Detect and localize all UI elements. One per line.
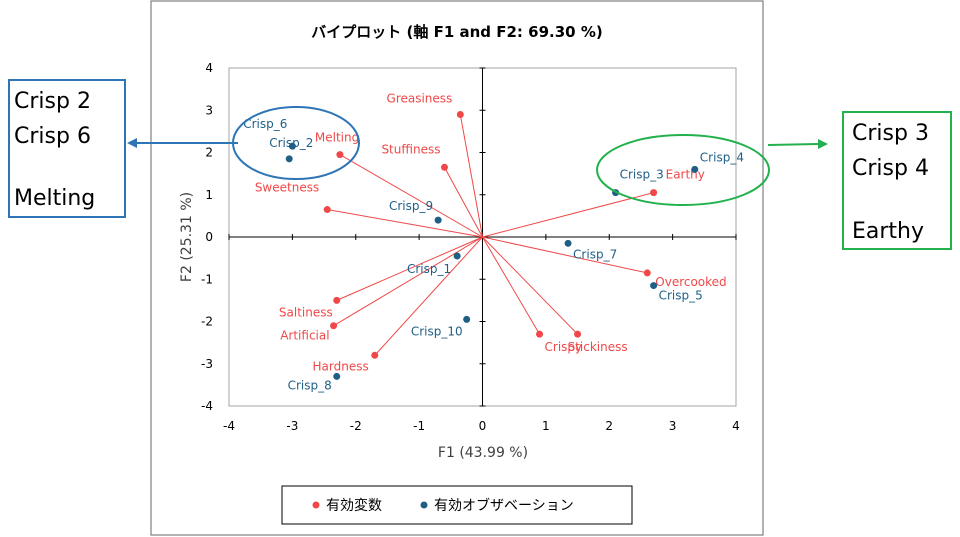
variable-label-stuffiness: Stuffiness xyxy=(381,142,440,156)
observation-label-crisp-1: Crisp_1 xyxy=(407,262,451,276)
variable-label-saltiness: Saltiness xyxy=(279,305,333,319)
variable-label-overcooked: Overcooked xyxy=(655,275,726,289)
observation-label-crisp-7: Crisp_7 xyxy=(573,247,617,261)
vector-stuffiness xyxy=(444,167,483,238)
observation-point-crisp-6 xyxy=(288,142,296,150)
variable-point-artificial xyxy=(330,322,338,330)
variable-point-hardness xyxy=(371,351,379,359)
variable-label-greasiness: Greasiness xyxy=(387,91,453,105)
right-callout-box xyxy=(842,111,952,250)
variable-label-stickiness: Stickiness xyxy=(568,340,628,354)
x-axis-title: F1 (43.99 %) xyxy=(438,445,528,461)
variable-label-earthy: Earthy xyxy=(666,168,705,182)
observation-label-crisp-2: Crisp_2 xyxy=(269,136,313,150)
plot-area: -4 -3 -2 -1 0 1 2 3 4 -4 -3 -2 -1 0 1 2 3 4 Greasiness Stuf… xyxy=(201,61,744,433)
variable-label-hardness: Hardness xyxy=(313,359,369,373)
observation-point-crisp-1 xyxy=(453,252,461,260)
variable-point-saltiness xyxy=(333,296,341,304)
variable-point-overcooked xyxy=(643,269,651,277)
y-tick-label: -1 xyxy=(201,272,213,286)
observation-label-crisp-9: Crisp_9 xyxy=(389,199,433,213)
variable-label-crispy: Crispy xyxy=(545,340,583,354)
vector-overcooked xyxy=(482,236,648,274)
right-callout-line-2: Crisp 4 xyxy=(852,156,929,181)
observation-point-crisp-7 xyxy=(564,239,572,247)
variable-point-crispy xyxy=(536,330,544,338)
variable-point-stickiness xyxy=(574,330,582,338)
observation-label-crisp-5: Crisp_5 xyxy=(659,289,703,303)
y-tick-label: 3 xyxy=(205,103,213,117)
observation-label-crisp-3: Crisp_3 xyxy=(620,168,664,182)
left-callout-line-4: Melting xyxy=(14,186,95,211)
variable-point-stuffiness xyxy=(440,163,448,171)
variable-label-sweetness: Sweetness xyxy=(255,181,319,195)
vector-greasiness xyxy=(459,114,483,238)
y-tick-label: 2 xyxy=(205,146,213,160)
vector-sweetness xyxy=(327,209,483,238)
variable-label-artificial: Artificial xyxy=(280,329,329,343)
x-tick-label: 4 xyxy=(732,419,740,433)
observation-label-crisp-8: Crisp_8 xyxy=(288,378,332,392)
chart-title: バイプロット (軸 F1 and F2: 69.30 %) xyxy=(311,23,602,41)
legend-box xyxy=(281,485,633,525)
x-tick-label: 3 xyxy=(669,419,677,433)
right-arrow-line xyxy=(767,143,819,146)
observation-point-crisp-10 xyxy=(463,315,471,323)
observation-point-crisp-8 xyxy=(333,372,341,380)
vector-crispy xyxy=(482,236,540,335)
vector-stickiness xyxy=(482,236,578,335)
variable-point-greasiness xyxy=(456,110,464,118)
y-tick-label: 0 xyxy=(205,230,213,244)
vector-melting xyxy=(339,154,483,238)
x-tick-label: -4 xyxy=(223,419,235,433)
left-arrow-head xyxy=(127,138,137,148)
y-axis-title: F2 (25.31 %) xyxy=(179,192,195,282)
variable-point-earthy xyxy=(650,189,658,197)
right-callout-line-1: Crisp 3 xyxy=(852,121,929,146)
observation-label-crisp-10: Crisp_10 xyxy=(411,324,463,338)
observation-point-crisp-2 xyxy=(285,155,293,163)
y-tick-label: 4 xyxy=(205,61,213,75)
variable-point-melting xyxy=(336,151,344,159)
legend-marker-variables xyxy=(312,501,320,509)
x-tick-label: -2 xyxy=(350,419,362,433)
right-arrow-head xyxy=(818,139,828,149)
observation-label-crisp-4: Crisp_4 xyxy=(700,150,744,164)
legend-label-variables: 有効変数 xyxy=(326,497,382,514)
left-callout-box xyxy=(8,79,126,218)
observation-point-crisp-9 xyxy=(434,216,442,224)
vector-hardness xyxy=(374,236,483,356)
left-callout-line-2: Crisp 6 xyxy=(14,124,91,149)
observation-label-crisp-6: Crisp_6 xyxy=(243,117,287,131)
y-tick-label: -2 xyxy=(201,315,213,329)
right-group-ellipse xyxy=(596,134,770,206)
observation-point-crisp-5 xyxy=(650,282,658,290)
observation-point-crisp-4 xyxy=(691,165,699,173)
x-tick-label: 2 xyxy=(605,419,613,433)
x-tick-label: 1 xyxy=(542,419,550,433)
y-tick-label: 1 xyxy=(205,188,213,202)
left-callout-line-1: Crisp 2 xyxy=(14,89,91,114)
callout-layer: Crisp 2 Crisp 6 Melting Crisp 3 Crisp 4 … xyxy=(8,79,952,250)
vector-artificial xyxy=(333,236,483,327)
right-callout-line-4: Earthy xyxy=(852,219,924,244)
y-tick-label: -3 xyxy=(201,357,213,371)
variable-point-sweetness xyxy=(323,206,331,214)
vector-saltiness xyxy=(336,236,483,301)
legend-label-observations: 有効オブザベーション xyxy=(434,497,574,514)
legend-marker-observations xyxy=(420,501,428,509)
chart-frame xyxy=(150,0,764,536)
y-tick-label: -4 xyxy=(201,399,213,413)
vector-earthy xyxy=(482,192,654,238)
legend: 有効変数 有効オブザベーション xyxy=(281,485,633,525)
x-tick-label: 0 xyxy=(479,419,487,433)
variable-label-melting: Melting xyxy=(315,131,359,145)
x-tick-label: -3 xyxy=(286,419,298,433)
x-tick-label: -1 xyxy=(413,419,425,433)
